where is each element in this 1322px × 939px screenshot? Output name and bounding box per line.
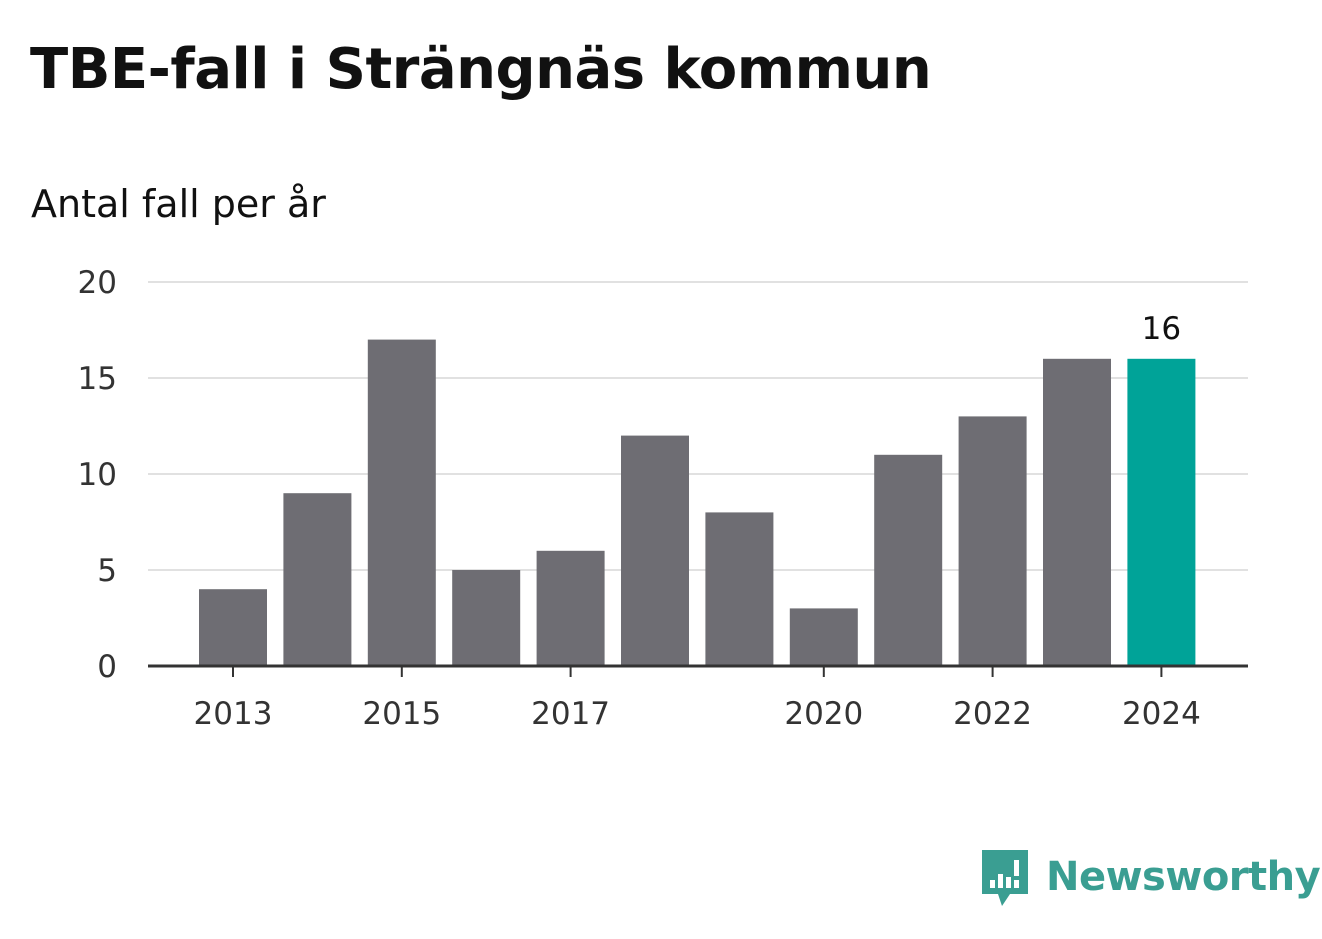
- y-tick-label: 10: [78, 457, 117, 493]
- bar-2020: [789, 608, 858, 666]
- newsworthy-brand: Newsworthy: [980, 848, 1321, 910]
- bar-2016: [452, 570, 521, 666]
- value-label: 16: [1142, 311, 1181, 347]
- x-tick-label: 2024: [1122, 696, 1201, 732]
- x-axis-ticks: 2013 2015 2017 2020 2022 2024: [194, 666, 1201, 732]
- x-tick-label: 2020: [784, 696, 863, 732]
- y-tick-label: 5: [97, 553, 117, 589]
- bar-2018: [621, 435, 689, 666]
- bar-2015: [367, 339, 436, 666]
- brand-name: Newsworthy: [1046, 854, 1321, 900]
- y-tick-label: 0: [97, 649, 117, 685]
- bar-chart: 0 5 10 15 20 2013 2015 2017 2020 2022 2024 16: [78, 265, 1248, 732]
- bar-2021: [874, 454, 943, 666]
- bar-2019: [705, 512, 774, 666]
- newsworthy-logo-icon: [982, 850, 1028, 906]
- bar-2013: [199, 589, 267, 666]
- bar-2017: [536, 550, 605, 666]
- bar-2014: [283, 493, 352, 666]
- chart-title: TBE-fall i Strängnäs kommun: [30, 37, 932, 102]
- y-tick-label: 20: [78, 265, 117, 301]
- x-tick-label: 2013: [194, 696, 273, 732]
- chart-subtitle: Antal fall per år: [31, 182, 326, 226]
- value-labels: 16: [1142, 311, 1181, 347]
- x-tick-label: 2022: [953, 696, 1032, 732]
- bar-2023: [1043, 358, 1111, 666]
- y-axis-ticks: 0 5 10 15 20: [78, 265, 117, 685]
- x-tick-label: 2015: [362, 696, 441, 732]
- bar-2022: [958, 416, 1027, 666]
- bars: [199, 339, 1196, 666]
- y-tick-label: 15: [78, 361, 117, 397]
- x-tick-label: 2017: [531, 696, 610, 732]
- bar-2024: [1127, 358, 1196, 666]
